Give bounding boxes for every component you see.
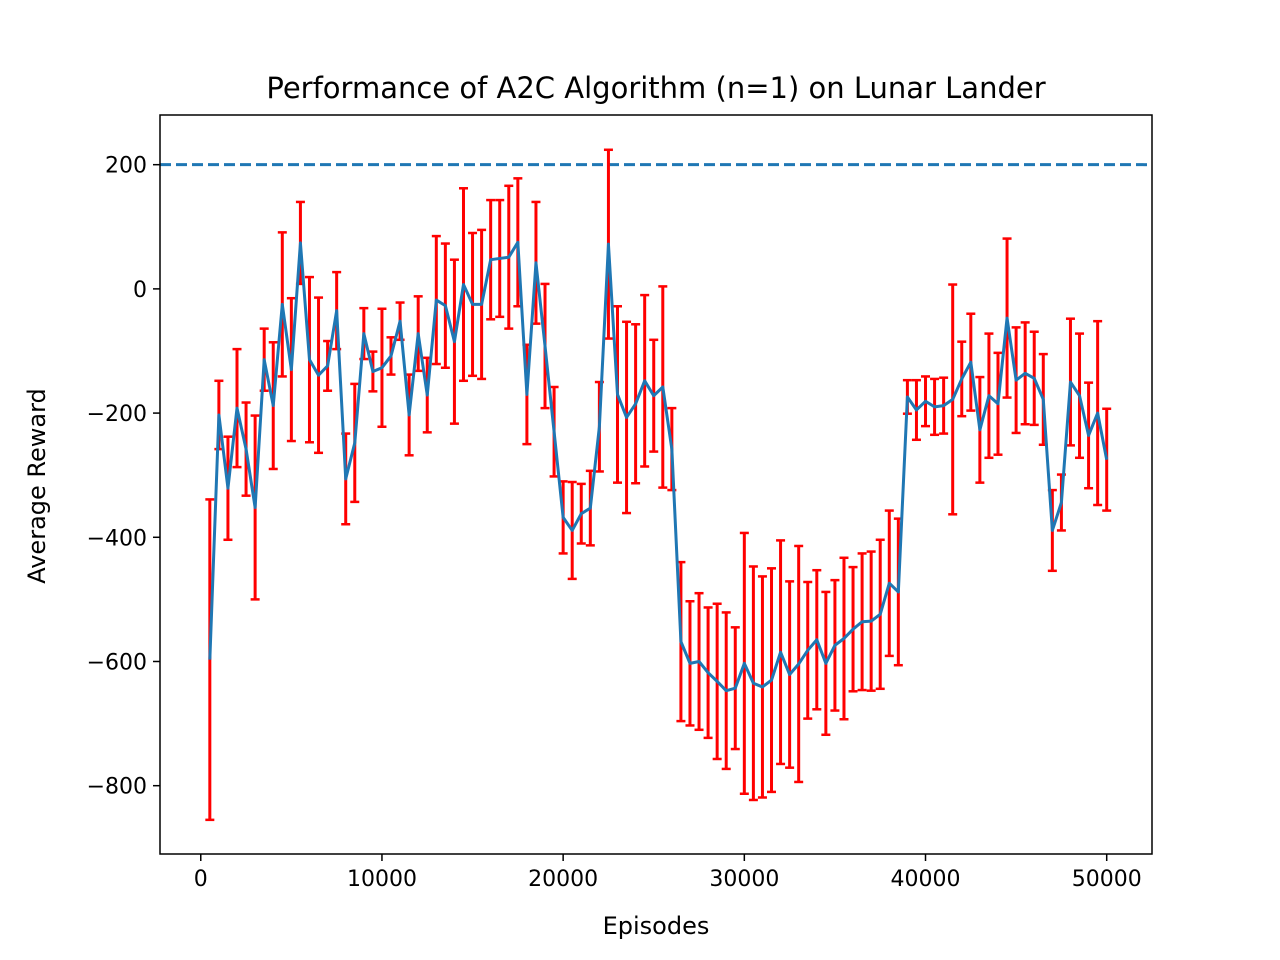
y-tick-label: 200 <box>105 154 147 179</box>
x-tick-label: 40000 <box>891 867 961 892</box>
x-tick-label: 30000 <box>709 867 779 892</box>
y-axis-label: Average Reward <box>23 388 51 584</box>
x-axis-ticks: 0 10000 20000 30000 40000 50000 <box>194 854 1142 892</box>
x-tick-label: 20000 <box>528 867 598 892</box>
y-axis-ticks: −800 −600 −400 −200 0 200 <box>87 154 160 800</box>
error-bar <box>205 498 215 822</box>
chart-title: Performance of A2C Algorithm (n=1) on Lu… <box>266 71 1045 105</box>
error-bar <box>1102 407 1112 512</box>
x-tick-label: 50000 <box>1072 867 1142 892</box>
y-tick-label: −200 <box>87 402 147 427</box>
y-tick-label: −400 <box>87 526 147 551</box>
y-tick-label: −600 <box>87 650 147 675</box>
x-tick-label: 10000 <box>347 867 417 892</box>
series-line <box>208 240 1109 693</box>
plot-frame <box>159 114 1153 855</box>
x-tick-label: 0 <box>194 867 208 892</box>
y-tick-label: 0 <box>133 278 147 303</box>
x-axis-label: Episodes <box>603 912 710 940</box>
plot-marks <box>160 148 1152 822</box>
y-tick-label: −800 <box>87 775 147 800</box>
